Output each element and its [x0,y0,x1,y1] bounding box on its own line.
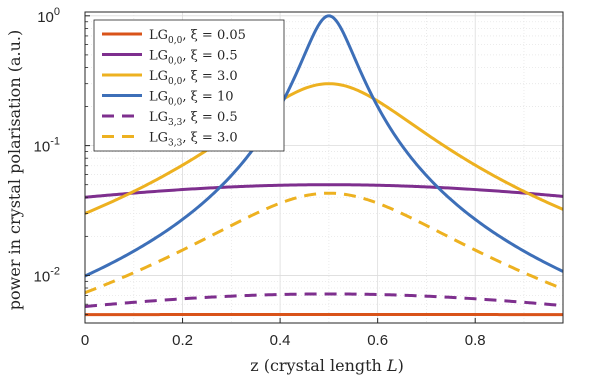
legend-entry: LG0,0, ξ = 0.5 [149,49,238,67]
x-tick-label: 0.6 [367,332,388,349]
y-axis-label: power in crystal polarisation (a.u.) [5,30,24,310]
plot-area [84,14,564,317]
x-tick-label: 0.2 [172,332,193,349]
x-tick-label: 0.8 [465,332,486,349]
axes-box [84,11,564,324]
series-line [84,191,564,295]
x-tick-label: 0 [81,332,89,349]
x-tick-label: 0.4 [270,332,291,349]
legend-entry: LG3,3, ξ = 3.0 [149,131,238,149]
series-line [84,82,564,215]
legend-entry: LG3,3, ξ = 0.5 [149,110,238,128]
legend-entry: LG0,0, ξ = 3.0 [149,69,238,87]
series-line [84,183,564,199]
legend-entry: LG0,0, ξ = 10 [149,90,233,108]
legend-box [93,19,285,152]
x-axis-label: z (crystal length L) [250,356,404,375]
legend: LG0,0, ξ = 0.05 LG0,0, ξ = 0.5 LG0,0, ξ = … [93,19,285,152]
series-line [84,14,564,278]
legend-entry: LG0,0, ξ = 0.05 [149,28,246,46]
x-axis: 0 0.2 0.4 0.6 0.8 [81,318,486,349]
